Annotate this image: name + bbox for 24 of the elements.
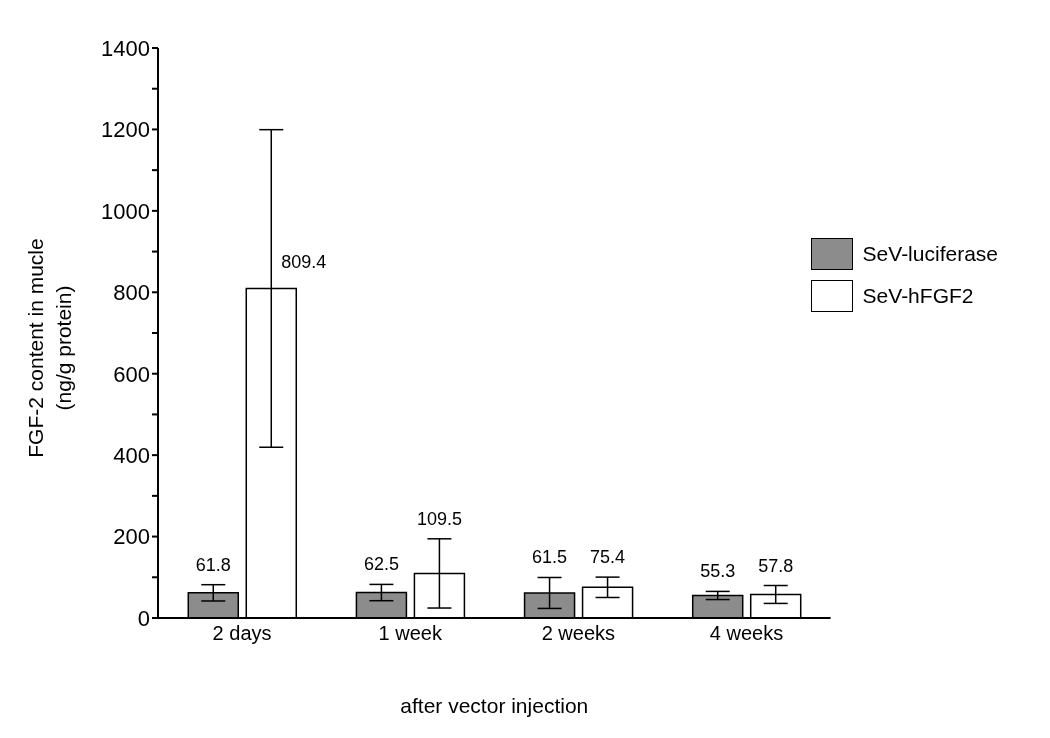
data-label: 61.5 — [532, 547, 568, 568]
y-tick-label: 200 — [113, 524, 150, 550]
legend-label: SeV-luciferase — [862, 242, 998, 266]
x-tick-label: 2 days — [212, 622, 272, 645]
y-tick-label: 1200 — [101, 117, 150, 143]
data-label: 57.8 — [758, 555, 794, 576]
x-tick-label: 2 weeks — [541, 622, 616, 645]
x-tick-label: 4 weeks — [709, 622, 784, 645]
data-label: 75.4 — [590, 547, 626, 568]
y-tick-label: 800 — [113, 280, 150, 306]
y-tick-label: 400 — [113, 442, 150, 468]
data-label: 809.4 — [281, 252, 327, 273]
x-tick-label: 1 week — [378, 622, 443, 645]
data-label: 61.8 — [195, 554, 231, 575]
data-label: 55.3 — [700, 561, 736, 582]
y-tick-label: 600 — [113, 361, 150, 387]
y-axis-title: FGF-2 content in mucle (ng/g protein) — [24, 238, 75, 458]
x-axis-title: after vector injection — [400, 694, 589, 717]
y-tick-label: 1400 — [101, 35, 150, 61]
data-label: 62.5 — [363, 554, 399, 575]
y-tick-label: 1000 — [101, 198, 150, 224]
y-tick-label: 0 — [137, 605, 150, 631]
data-label: 109.5 — [416, 508, 462, 529]
legend-label: SeV-hFGF2 — [862, 284, 974, 308]
